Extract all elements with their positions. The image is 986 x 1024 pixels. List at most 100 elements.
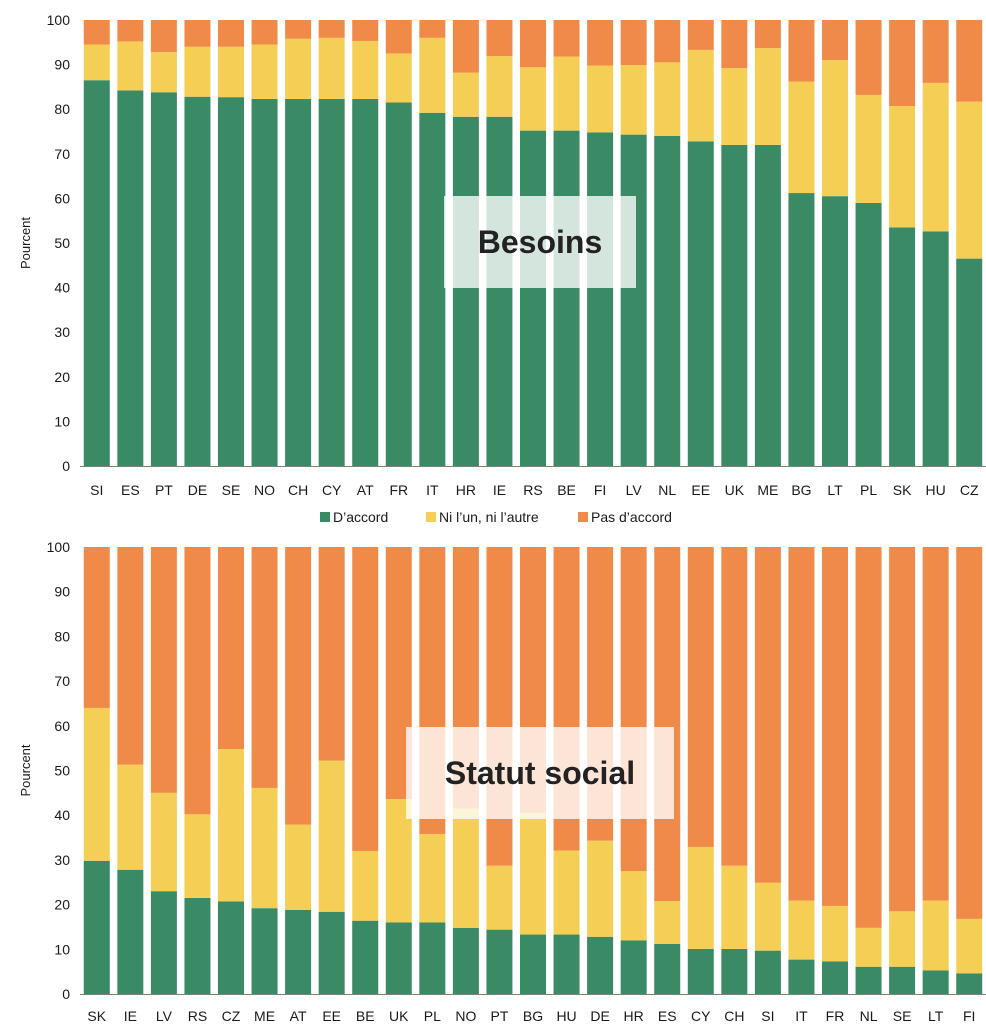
bar-segment-neutral (889, 106, 916, 228)
bar-segment-neutral (788, 900, 815, 960)
bar-segment-disagree (318, 547, 345, 761)
bar-segment-disagree (956, 547, 983, 919)
bar-segment-agree (419, 112, 446, 466)
legend: D’accord Ni l’un, ni l’autre Pas d’accord (320, 509, 672, 525)
panel-besoins: 0 10 20 30 40 50 60 70 80 90 100 Pourcent SI ES PT DE SE… (18, 12, 986, 498)
y-axis-label: Pourcent (18, 217, 33, 269)
category-label: RS (188, 1008, 207, 1024)
bar-segment-agree (452, 927, 479, 994)
y-tick-label: 40 (54, 280, 70, 296)
y-tick-label: 20 (54, 369, 70, 385)
bar-segment-disagree (788, 547, 815, 901)
bar-segment-disagree (922, 20, 949, 83)
category-label: PT (155, 482, 173, 498)
bar-segment-agree (285, 909, 312, 994)
y-tick-label: 80 (54, 101, 70, 117)
bar-segment-agree (620, 134, 647, 466)
bar-segment-disagree (587, 20, 614, 66)
bar-segment-neutral (587, 65, 614, 133)
category-label: DE (590, 1008, 609, 1024)
bar-segment-neutral (285, 38, 312, 99)
category-label: SE (893, 1008, 912, 1024)
bar-segment-neutral (285, 824, 312, 910)
category-label: FR (826, 1008, 845, 1024)
bar-segment-agree (385, 922, 412, 994)
bar-segment-agree (822, 196, 848, 467)
y-tick-label: 70 (54, 673, 70, 689)
bar-segment-neutral (83, 707, 110, 861)
bar-segment-disagree (486, 20, 513, 57)
bar-segment-agree (855, 202, 882, 467)
category-label: BG (523, 1008, 543, 1024)
bar-segment-disagree (855, 20, 882, 95)
category-label: LT (827, 482, 843, 498)
bar-segment-disagree (318, 20, 345, 38)
bar-segment-agree (654, 943, 681, 994)
category-label: CY (322, 482, 342, 498)
bar-segment-disagree (352, 547, 379, 851)
category-label: AT (290, 1008, 307, 1024)
category-label: PL (424, 1008, 441, 1024)
bar-segment-neutral (721, 865, 748, 949)
bar-segment-neutral (352, 850, 379, 921)
bar-segment-disagree (620, 547, 647, 872)
bar-segment-disagree (285, 20, 312, 39)
bar-segment-agree (553, 130, 580, 466)
bar-segment-disagree (754, 547, 781, 883)
y-tick-label: 40 (54, 807, 70, 823)
y-tick-label: 60 (54, 718, 70, 734)
bar-segment-neutral (385, 53, 412, 103)
bar-segment-neutral (822, 60, 848, 197)
bar-segment-disagree (754, 20, 781, 49)
overlay-label-box (444, 196, 636, 288)
bar-segment-agree (285, 98, 312, 466)
bar-segment-agree (117, 869, 144, 994)
bar-segment-disagree (687, 20, 714, 50)
category-label: FI (963, 1008, 975, 1024)
category-label: CZ (960, 482, 979, 498)
bar-segment-disagree (721, 547, 748, 866)
bar-segment-neutral (889, 911, 916, 967)
bar-segment-agree (352, 920, 379, 994)
bar-segment-disagree (385, 20, 412, 54)
bar-segment-neutral (318, 37, 345, 99)
y-tick-label: 20 (54, 897, 70, 913)
bar-segment-disagree (822, 547, 848, 906)
bar-segment-disagree (687, 547, 714, 847)
bar-segment-neutral (184, 46, 211, 97)
category-label: ES (658, 1008, 677, 1024)
y-tick-label: 90 (54, 57, 70, 73)
bar-segment-agree (419, 922, 446, 994)
bar-segment-disagree (218, 547, 244, 750)
category-label: ME (254, 1008, 275, 1024)
category-label: UK (389, 1008, 409, 1024)
category-label: IE (493, 482, 506, 498)
legend-label: D’accord (333, 509, 388, 525)
bar-segment-agree (889, 227, 916, 466)
category-label: BE (557, 482, 576, 498)
bar-segment-agree (486, 116, 513, 467)
overlay-label: Statut social (445, 755, 635, 791)
bar-segment-disagree (452, 20, 479, 73)
bar-segment-disagree (855, 547, 882, 928)
bar-segment-neutral (117, 764, 144, 870)
bar-segment-neutral (385, 799, 412, 923)
y-axis-label: Pourcent (18, 744, 33, 796)
category-label: HU (926, 482, 946, 498)
category-label: IE (124, 1008, 137, 1024)
bar-segment-agree (687, 948, 714, 994)
category-label: CY (691, 1008, 711, 1024)
bar-segment-disagree (419, 20, 446, 38)
bar-segment-disagree (520, 20, 546, 68)
bar-segment-neutral (486, 865, 513, 930)
category-label: SI (761, 1008, 774, 1024)
bar-segment-agree (956, 258, 983, 466)
bar-segment-neutral (822, 905, 848, 962)
category-label: RS (523, 482, 542, 498)
bar-segment-agree (83, 80, 110, 467)
bar-segment-agree (587, 936, 614, 994)
bar-segment-disagree (184, 20, 211, 47)
bar-segment-neutral (956, 918, 983, 974)
bar-segment-neutral (419, 833, 446, 923)
category-label: AT (357, 482, 374, 498)
